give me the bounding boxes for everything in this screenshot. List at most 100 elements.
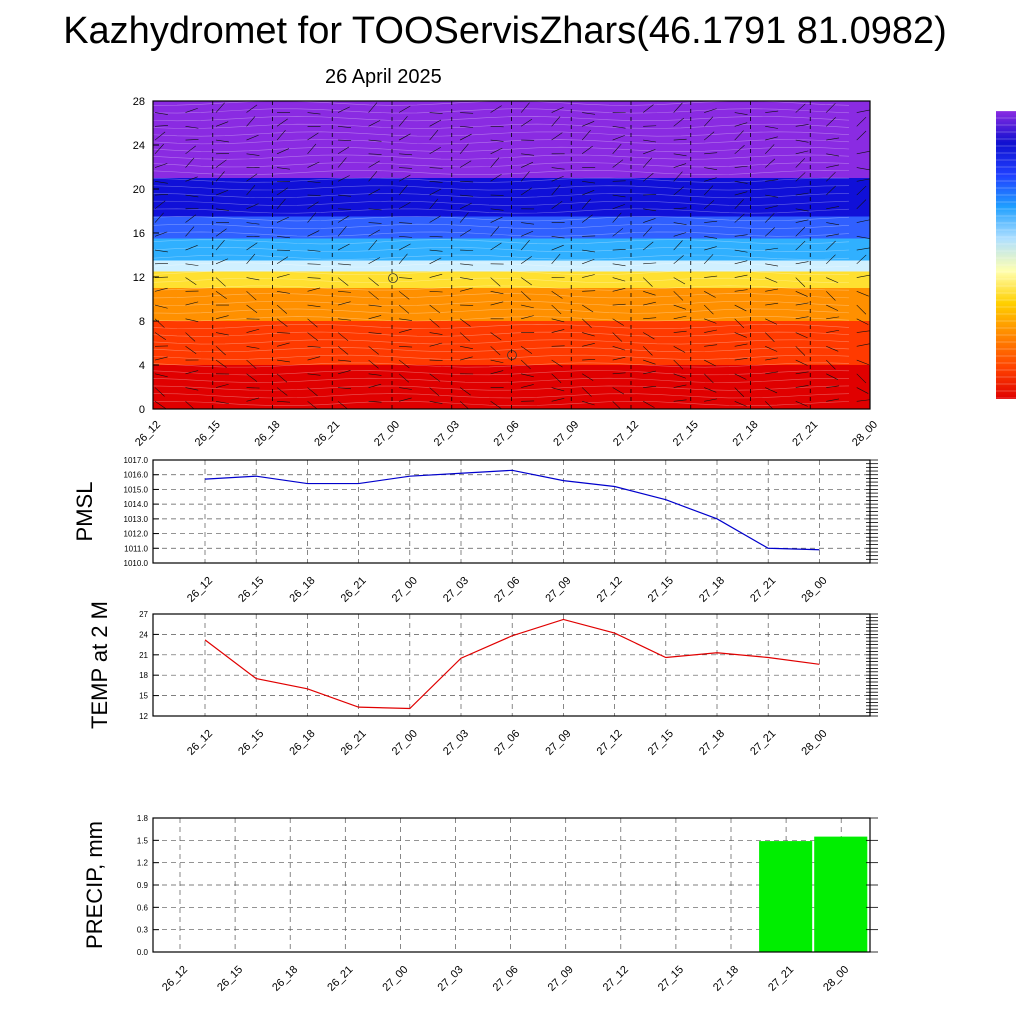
wind-barb <box>429 181 443 183</box>
temp-ytick-label: 21 <box>139 651 148 660</box>
wind-barb <box>368 171 378 182</box>
wind-barb <box>581 304 594 313</box>
pmsl-frame <box>152 459 871 564</box>
wind-barb <box>246 222 260 225</box>
wind-barb <box>612 204 625 210</box>
wind-barb <box>673 163 687 168</box>
wind-barb <box>612 126 626 129</box>
pmsl-xtick-label: 27_21 <box>748 575 778 605</box>
wind-barb <box>704 318 717 324</box>
wind-barb <box>490 332 502 341</box>
wind-barb <box>673 240 683 251</box>
wind-barb <box>429 215 441 223</box>
wind-barb <box>399 222 413 224</box>
heatmap-xtick-label: 27_03 <box>432 419 462 449</box>
precip-xtick-label: 27_12 <box>601 964 631 994</box>
temp-xtick-label: 27_18 <box>697 728 727 758</box>
wind-barb <box>765 277 778 283</box>
pmsl-ytick-label: 1013.0 <box>124 515 149 524</box>
wind-barb <box>368 346 379 355</box>
pmsl-ytick-label: 1010.0 <box>124 559 149 568</box>
heatmap-contour <box>153 331 850 337</box>
temp-xtick-label: 26_12 <box>185 728 215 758</box>
wind-barb <box>215 159 227 168</box>
wind-barb <box>673 117 685 127</box>
wind-barb <box>429 401 443 404</box>
wind-barb <box>765 194 779 198</box>
wind-barb <box>276 387 288 396</box>
wind-barb <box>307 143 317 154</box>
wind-barb <box>795 240 806 251</box>
wind-barb <box>734 304 747 312</box>
wind-barb <box>246 277 260 281</box>
wind-barb <box>460 126 474 128</box>
colorbar-fill <box>996 111 1016 399</box>
wind-barb <box>734 112 748 115</box>
precip-xtick-label: 27_06 <box>491 964 521 994</box>
wind-barb <box>795 261 809 265</box>
wind-barb <box>337 401 349 409</box>
wind-barb <box>734 122 748 127</box>
heatmap-xtick-label: 26_18 <box>253 419 283 449</box>
wind-barb <box>490 157 500 168</box>
wind-barb <box>368 208 382 211</box>
wind-barb <box>307 132 319 141</box>
wind-barb <box>154 262 169 265</box>
wind-barb <box>399 236 413 238</box>
heatmap-contour <box>153 177 850 183</box>
wind-barb <box>826 103 836 113</box>
heatmap-contour <box>153 185 850 191</box>
wind-barb <box>185 214 197 223</box>
wind-barb <box>246 242 258 251</box>
wind-barb <box>582 190 595 196</box>
wind-barb <box>734 373 747 380</box>
wind-barb <box>826 117 836 127</box>
wind-barb <box>826 398 840 402</box>
heatmap-contour <box>153 370 850 376</box>
wind-barb <box>582 343 595 347</box>
wind-barb <box>795 150 809 155</box>
wind-barb <box>154 181 168 184</box>
wind-barb <box>826 346 839 352</box>
wind-barb <box>643 401 655 408</box>
wind-barb <box>795 172 806 182</box>
wind-barb <box>856 387 869 394</box>
heatmap-contour <box>153 123 850 129</box>
wind-barb <box>185 332 196 342</box>
wind-barb <box>704 387 717 393</box>
wind-barb <box>643 317 657 320</box>
wind-barb <box>673 153 687 157</box>
temp-xtick-label: 27_21 <box>748 728 778 758</box>
wind-barb <box>490 277 501 287</box>
wind-barb <box>582 274 595 278</box>
heatmap-contour <box>153 216 850 222</box>
wind-barb <box>429 112 443 114</box>
pmsl-xtick-label: 27_18 <box>697 575 727 605</box>
wind-barb <box>520 118 533 127</box>
precip-xtick-label: 26_15 <box>215 964 245 994</box>
wind-barb <box>765 205 778 210</box>
wind-barb <box>215 240 225 251</box>
wind-barb <box>490 139 504 142</box>
temp-ytick-label: 15 <box>139 692 148 701</box>
wind-barb <box>795 208 809 212</box>
heatmap-xtick-label: 26_15 <box>193 419 223 449</box>
wind-barb <box>307 373 321 376</box>
heatmap-contour <box>153 193 850 199</box>
wind-barb <box>642 157 653 168</box>
wind-barb <box>368 315 382 320</box>
temp-xtick-label: 27_15 <box>646 728 676 758</box>
wind-barb <box>460 194 474 197</box>
wind-barb <box>612 135 625 141</box>
wind-barb <box>581 318 592 328</box>
wind-barb <box>338 318 352 321</box>
wind-barb <box>154 287 168 292</box>
wind-barb <box>856 254 867 265</box>
heatmap-xtick-label: 26_21 <box>312 419 342 449</box>
wind-barb <box>490 173 502 182</box>
wind-barb <box>795 124 809 127</box>
wind-barb <box>185 245 198 251</box>
wind-barb <box>399 167 413 169</box>
heatmap-contour <box>153 308 850 314</box>
wind-barb <box>246 359 257 369</box>
